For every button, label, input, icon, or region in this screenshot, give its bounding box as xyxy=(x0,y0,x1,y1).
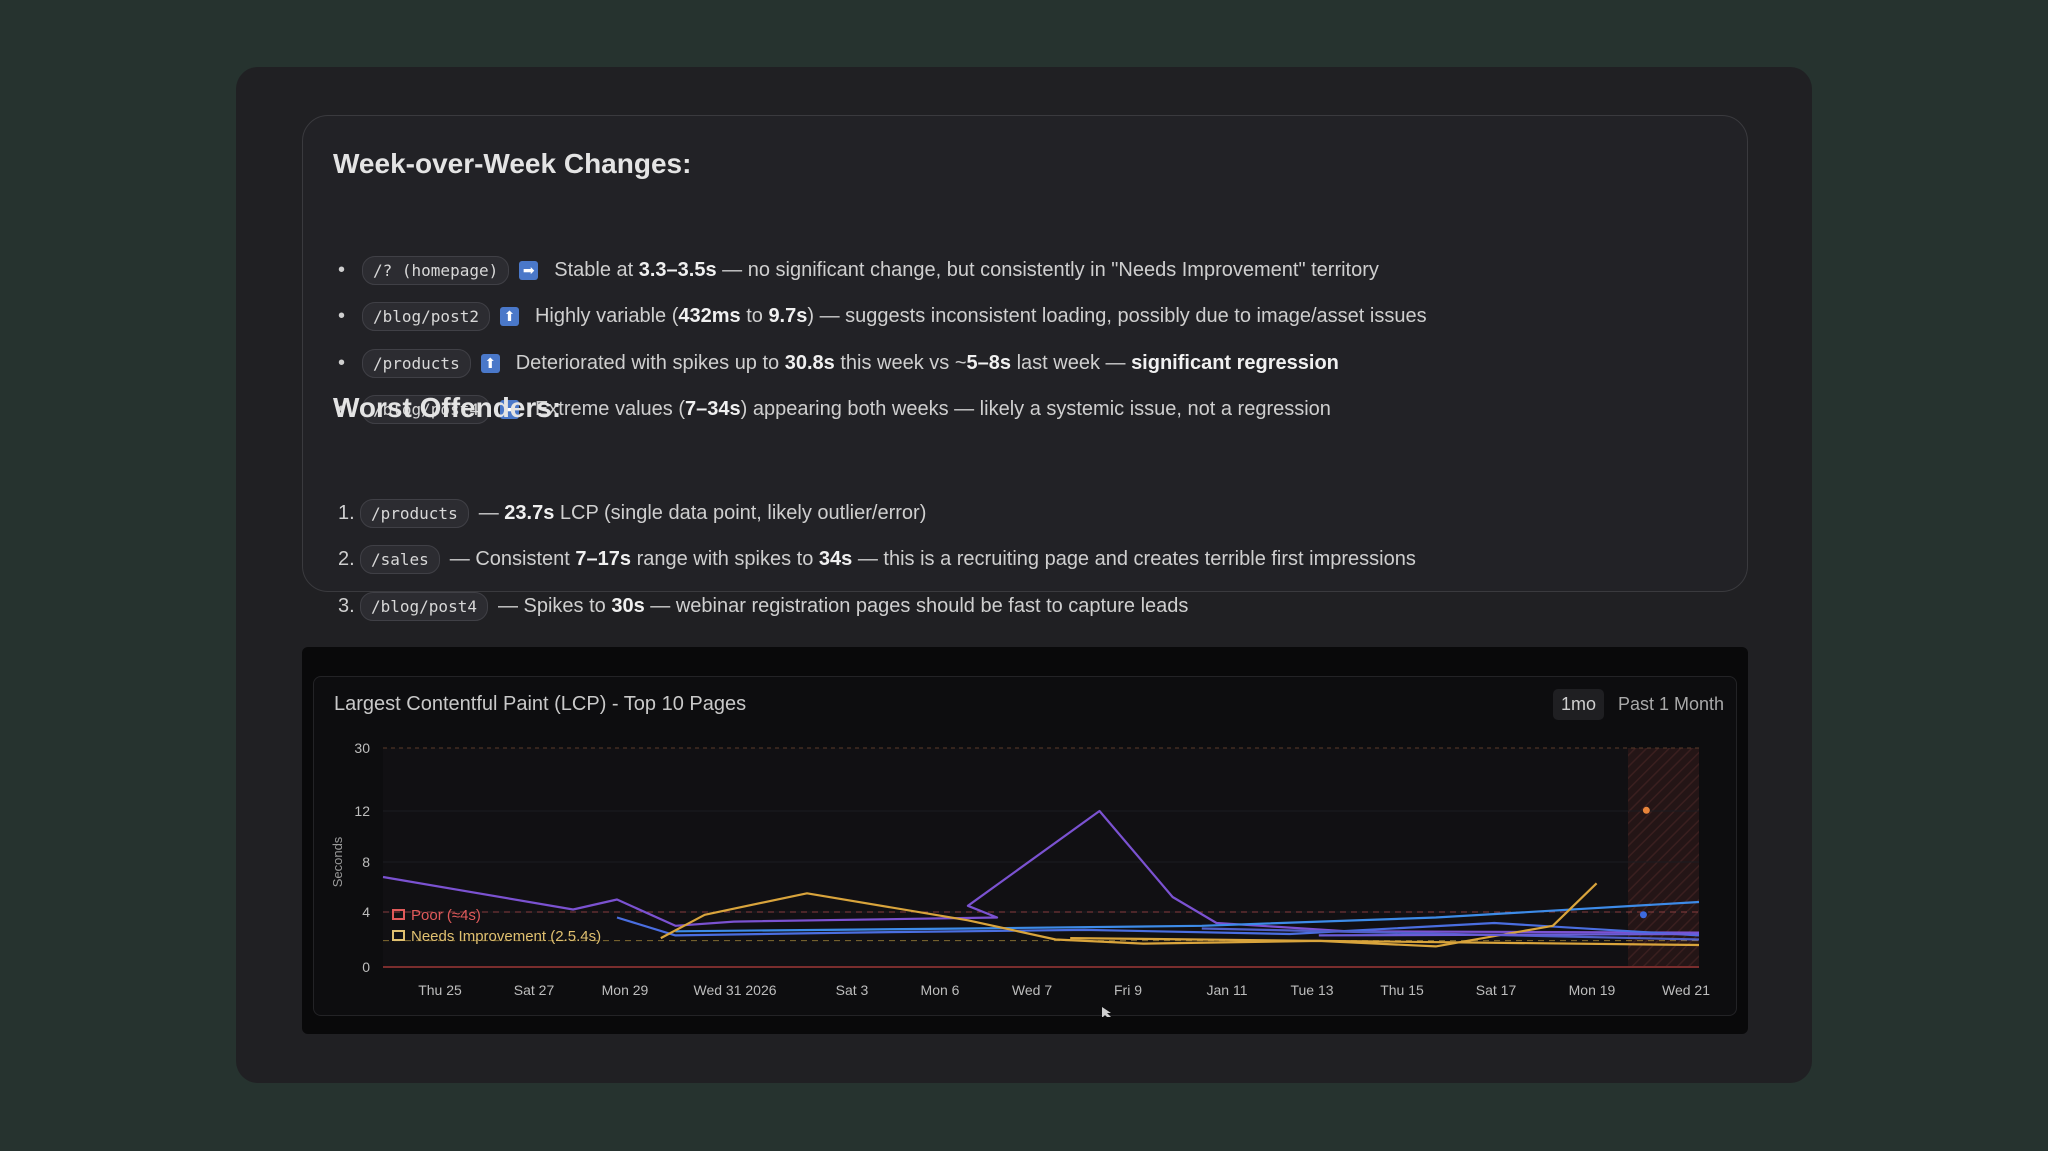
y-tick-label: 0 xyxy=(362,959,370,975)
emphasis-text: 30.8s xyxy=(784,351,835,374)
page-path-code: /blog/post4 xyxy=(362,395,490,425)
body-text: last week — xyxy=(1011,351,1132,374)
body-text: ) — suggests inconsistent loading, possi… xyxy=(807,305,1427,328)
data-point xyxy=(1639,911,1647,919)
body-text: Stable at xyxy=(554,258,639,281)
right-arrow-icon: ➡ xyxy=(519,260,539,280)
y-tick-label: 8 xyxy=(362,854,370,870)
bullet: • xyxy=(338,258,346,281)
emphasis-text: 3.3–3.5s xyxy=(638,258,717,281)
page-path-code: /products xyxy=(360,498,469,528)
list-item: 2./sales — Consistent 7–17s range with sp… xyxy=(338,537,1416,583)
series-line xyxy=(1318,932,1700,937)
legend-label: Needs Improvement (2.5.4s) xyxy=(411,928,601,945)
content-panel: Week-over-Week Changes: • /? (homepage) ➡ S… xyxy=(236,67,1812,1083)
emphasis-text: 7–34s xyxy=(685,398,741,421)
up-arrow-icon: ⬆ xyxy=(499,307,519,327)
lcp-chart: 0 4 8 12 30 Seconds Thu 25 Sat 27 Mon 29 Wed 31 2… xyxy=(330,740,1710,1017)
list-item: • /products ⬆ Deteriorated with spikes up t… xyxy=(338,340,1339,386)
analysis-card: Week-over-Week Changes: • /? (homepage) ➡ S… xyxy=(302,115,1748,621)
body-text: — this is a recruiting page and creates … xyxy=(852,548,1416,571)
emphasis-text: 9.7s xyxy=(768,305,808,328)
x-tick-label: Mon 6 xyxy=(921,982,960,998)
series-line xyxy=(660,882,1598,948)
data-point xyxy=(1642,806,1650,814)
body-text: — xyxy=(478,501,505,524)
legend-label: Poor (≈4s) xyxy=(411,907,481,924)
body-text: — Spikes to xyxy=(497,594,612,617)
body-text: Extreme values ( xyxy=(534,398,686,421)
x-tick-label: Wed 7 xyxy=(1012,982,1052,998)
y-tick-label: 12 xyxy=(354,803,370,819)
emphasis-text: 432ms xyxy=(678,305,741,328)
y-axis-label: Seconds xyxy=(330,836,345,887)
series-line xyxy=(1070,937,1700,947)
lcp-chart-widget: Largest Contentful Paint (LCP) - Top 10 … xyxy=(302,647,1748,1034)
page-path-code: /products xyxy=(362,348,471,378)
x-tick-label: Fri 9 xyxy=(1114,982,1142,998)
right-arrow-icon: ➡ xyxy=(499,400,519,420)
x-tick-label: Wed 31 2026 xyxy=(693,982,776,998)
range-label[interactable]: Past 1 Month xyxy=(1617,694,1724,714)
list-number: 2. xyxy=(338,548,355,571)
chart-title: Largest Contentful Paint (LCP) - Top 10 … xyxy=(334,693,747,715)
series-line xyxy=(616,916,1700,937)
body-text: Highly variable ( xyxy=(534,305,679,328)
mouse-cursor-icon xyxy=(1102,1007,1111,1017)
x-tick-label: Thu 15 xyxy=(1380,982,1424,998)
list-item: 3./blog/post4 — Spikes to 30s — webinar r… xyxy=(338,583,1188,629)
body-text: — webinar registration pages should be f… xyxy=(644,594,1189,617)
x-tick-label: Thu 25 xyxy=(418,982,462,998)
page-path-code: /sales xyxy=(360,545,440,575)
week-over-week-heading: Week-over-Week Changes: xyxy=(333,148,692,179)
body-text: to xyxy=(740,305,769,328)
x-tick-label: Sat 17 xyxy=(1476,982,1517,998)
x-tick-label: Sat 3 xyxy=(836,982,869,998)
list-item: • /blog/post4 ➡ Extreme values (7–34s) appe… xyxy=(338,387,1331,433)
x-tick-label: Mon 29 xyxy=(602,982,649,998)
x-tick-label: Mon 19 xyxy=(1569,982,1616,998)
list-item: • /blog/post2 ⬆ Highly variable (432ms to 9… xyxy=(338,294,1427,340)
page-path-code: /? (homepage) xyxy=(362,255,510,285)
range-badge[interactable]: 1mo xyxy=(1552,689,1604,720)
emphasis-text: 34s xyxy=(818,548,853,571)
emphasis-text: 5–8s xyxy=(966,351,1012,374)
page-path-code: /blog/post2 xyxy=(362,302,490,332)
list-item: • /? (homepage) ➡ Stable at 3.3–3.5s — no s… xyxy=(338,247,1379,293)
poor-legend-icon xyxy=(392,909,405,920)
up-arrow-icon: ⬆ xyxy=(480,353,500,373)
body-text: Deteriorated with spikes up to xyxy=(515,351,785,374)
body-text: — Consistent xyxy=(449,548,576,571)
page-path-code: /blog/post4 xyxy=(360,591,488,621)
body-text: range with spikes to xyxy=(631,548,819,571)
y-tick-label: 4 xyxy=(362,904,370,920)
list-number: 1. xyxy=(338,501,355,524)
body-text: ) appearing both weeks — likely a system… xyxy=(740,398,1331,421)
bullet: • xyxy=(338,305,346,328)
series-line xyxy=(675,900,1700,933)
emphasis-text: 7–17s xyxy=(575,548,632,571)
body-text: LCP (single data point, likely outlier/e… xyxy=(554,501,927,524)
future-region xyxy=(1628,748,1699,967)
worst-offenders-heading: Worst Offenders: xyxy=(333,392,562,423)
x-tick-label: Jan 11 xyxy=(1207,982,1248,998)
list-number: 3. xyxy=(338,594,355,617)
emphasis-text: 30s xyxy=(611,594,645,617)
x-tick-label: Sat 27 xyxy=(514,982,555,998)
list-item: 1./products — 23.7s LCP (single data poin… xyxy=(338,490,926,536)
y-tick-label: 30 xyxy=(354,740,370,756)
emphasis-text: 23.7s xyxy=(504,501,555,524)
x-tick-label: Tue 13 xyxy=(1290,982,1333,998)
bullet: • xyxy=(338,398,346,421)
body-text: this week vs ~ xyxy=(834,351,967,374)
lcp-chart-panel: Largest Contentful Paint (LCP) - Top 10 … xyxy=(313,676,1737,1017)
body-text: — no significant change, but consistentl… xyxy=(716,258,1379,281)
x-tick-label: Wed 21 xyxy=(1662,982,1710,998)
needs-improvement-legend-icon xyxy=(392,930,405,941)
bullet: • xyxy=(338,351,346,374)
emphasis-text: significant regression xyxy=(1131,351,1339,374)
